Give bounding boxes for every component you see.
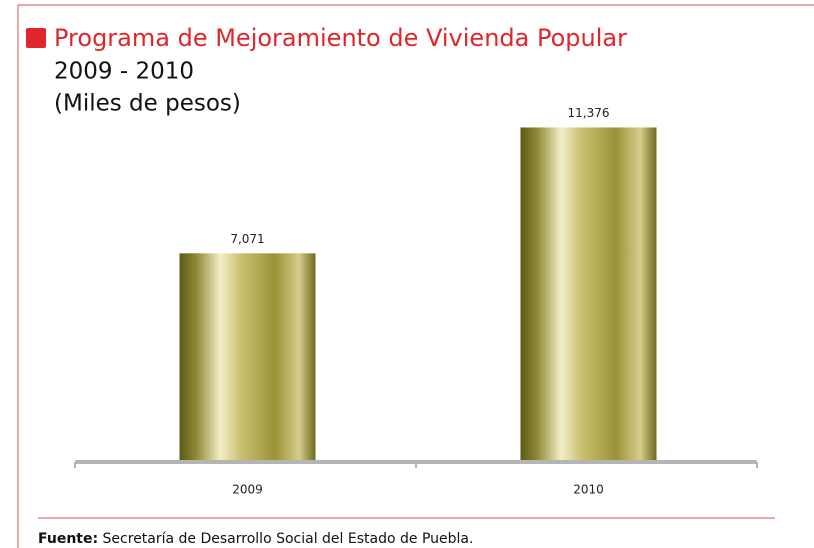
unit-label: (Miles de pesos) [54, 91, 241, 117]
source-text: Secretaría de Desarrollo Social del Esta… [103, 531, 474, 547]
bar [520, 127, 657, 461]
x-tick-label: 2009 [232, 483, 263, 497]
title-marker [26, 28, 46, 48]
value-label: 11,376 [568, 106, 610, 120]
chart-subtitle: 2009 - 2010 [54, 59, 194, 85]
source: Fuente: Secretaría de Desarrollo Social … [38, 531, 473, 547]
source-label: Fuente: [38, 531, 98, 547]
bar [179, 253, 316, 460]
chart-title: Programa de Mejoramiento de Vivienda Pop… [54, 24, 627, 52]
value-label: 7,071 [230, 232, 264, 246]
x-tick-label: 2010 [573, 483, 604, 497]
